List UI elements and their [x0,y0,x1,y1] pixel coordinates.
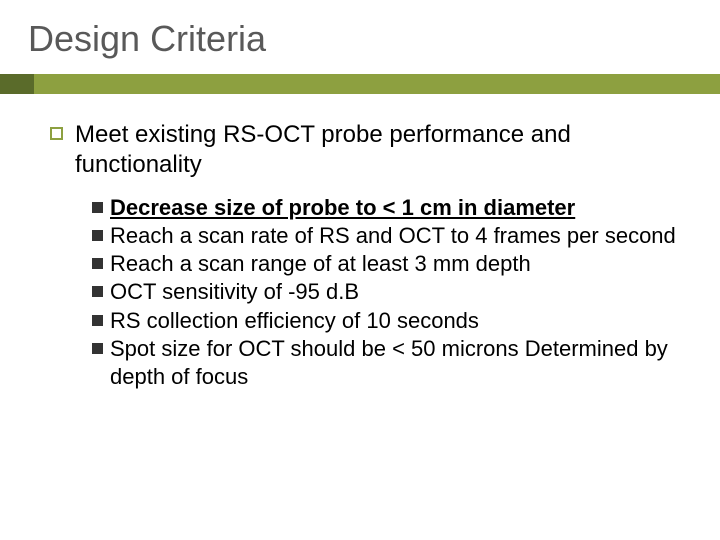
list-item: OCT sensitivity of -95 d.B [92,278,680,306]
main-bullet: Meet existing RS-OCT probe performance a… [50,120,680,180]
sub-item-text: RS collection efficiency of 10 seconds [110,307,479,335]
content-area: Meet existing RS-OCT probe performance a… [0,94,720,391]
list-item: Reach a scan rate of RS and OCT to 4 fra… [92,222,680,250]
list-item: Reach a scan range of at least 3 mm dept… [92,250,680,278]
open-square-icon [50,127,63,140]
sub-item-text: OCT sensitivity of -95 d.B [110,278,359,306]
filled-square-icon [92,258,103,269]
filled-square-icon [92,343,103,354]
sub-list: Decrease size of probe to < 1 cm in diam… [50,190,680,391]
filled-square-icon [92,286,103,297]
sub-item-text: Spot size for OCT should be < 50 microns… [110,335,680,391]
slide-title: Design Criteria [0,0,720,74]
accent-bar [0,74,720,94]
sub-item-text: Reach a scan rate of RS and OCT to 4 fra… [110,222,676,250]
sub-item-text: Reach a scan range of at least 3 mm dept… [110,250,531,278]
list-item: Decrease size of probe to < 1 cm in diam… [92,194,680,222]
filled-square-icon [92,315,103,326]
list-item: Spot size for OCT should be < 50 microns… [92,335,680,391]
main-bullet-text: Meet existing RS-OCT probe performance a… [75,120,680,180]
sub-item-text: Decrease size of probe to < 1 cm in diam… [110,194,575,222]
filled-square-icon [92,230,103,241]
filled-square-icon [92,202,103,213]
list-item: RS collection efficiency of 10 seconds [92,307,680,335]
